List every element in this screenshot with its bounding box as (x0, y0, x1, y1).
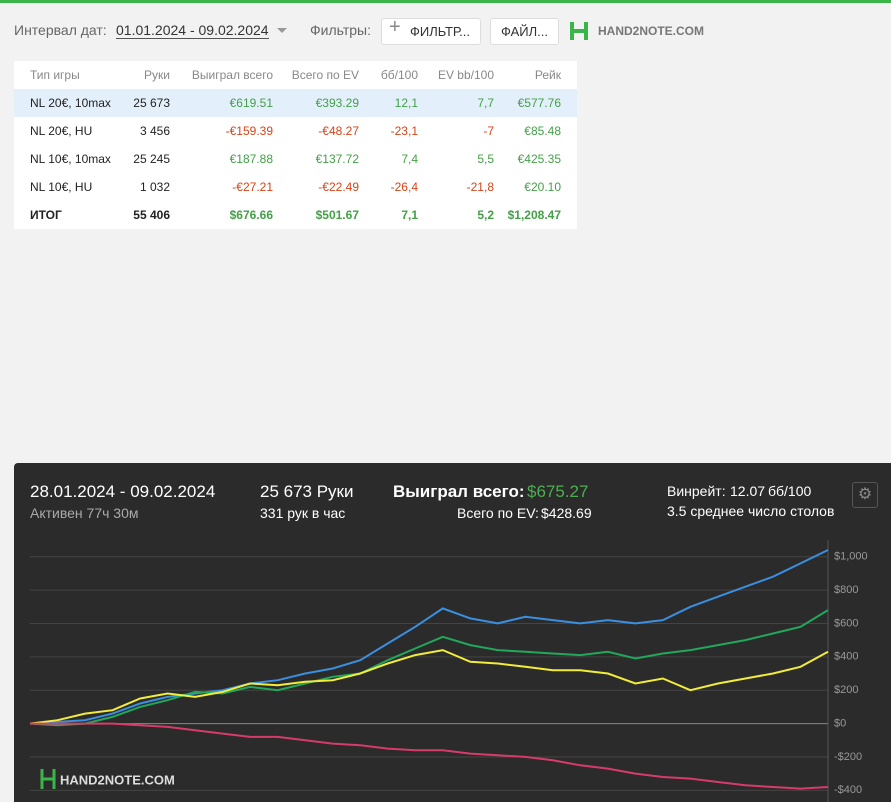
table-cell: $1,208.47 (507, 208, 561, 222)
column-header: Тип игры (30, 68, 80, 82)
column-header: Всего по EV (291, 68, 359, 82)
y-tick-label: $600 (834, 617, 858, 629)
table-cell: -€159.39 (225, 124, 273, 138)
column-header: Выиграл всего (191, 68, 273, 82)
table-cell: -€27.21 (232, 180, 273, 194)
winrate-label: Винрейт: (667, 483, 726, 499)
table-cell: -26,4 (390, 180, 418, 194)
column-header: бб/100 (380, 68, 418, 82)
won-value: $675.27 (527, 482, 589, 501)
file-button[interactable]: ФАЙЛ... (490, 18, 559, 45)
avg-tables: 3.5 среднее число столов (667, 503, 835, 519)
table-cell: 3 456 (139, 124, 170, 138)
table-cell: €393.29 (315, 96, 359, 110)
table-cell: $676.66 (229, 208, 273, 222)
table-cell: €85.48 (524, 124, 561, 138)
table-cell: 7,4 (401, 152, 418, 166)
logo: HAND2NOTE.COM (598, 24, 705, 38)
table-cell: €20.10 (524, 180, 561, 194)
won-label: Выиграл всего: (393, 482, 525, 501)
table-cell: NL 10€, 10max (30, 152, 111, 166)
table-cell: 7,1 (401, 208, 418, 222)
y-tick-label: $400 (834, 651, 858, 663)
table-cell: NL 10€, HU (30, 180, 93, 194)
y-tick-label: $800 (834, 584, 858, 596)
logo-icon (570, 22, 588, 40)
header-row: Тип игры Руки Выиграл всего Всего по EV бб/1… (14, 61, 577, 89)
table-cell: -€48.27 (318, 124, 359, 138)
table-cell: 1 032 (139, 180, 170, 194)
table-cell: -23,1 (390, 124, 418, 138)
table-cell: €137.72 (315, 152, 359, 166)
winrate-value: 12.07 (730, 483, 766, 499)
y-tick-label: -$200 (834, 751, 862, 763)
column-header: EV bb/100 (437, 68, 494, 82)
y-tick-label: $1,000 (834, 551, 868, 563)
table-cell: €619.51 (229, 96, 273, 110)
table-row: NL 20€, 10max 25 673 €619.51 €393.29 12,1 7,7… (14, 89, 577, 117)
plus-icon: + (389, 16, 401, 38)
table-row: NL 10€, 10max 25 245 €187.88 €137.72 7,4 5,5 €… (14, 145, 577, 173)
table-cell: -€22.49 (318, 180, 359, 194)
y-tick-label: -$400 (834, 784, 862, 796)
winrate-unit: бб/100 (768, 483, 812, 499)
table-cell: €187.88 (229, 152, 273, 166)
dropdown-arrow[interactable] (277, 28, 287, 38)
date-range[interactable]: 01.01.2024 - 09.02.2024 (116, 22, 269, 39)
column-header: Рейк (534, 68, 561, 82)
column-header: Руки (144, 68, 170, 82)
y-tick-label: $200 (834, 684, 858, 696)
table-row: NL 20€, HU 3 456 -€159.39 -€48.27 -23,1 -7 €85… (14, 117, 577, 145)
table-cell: -7 (483, 124, 494, 138)
graph: HAND2NOTE.COM -$400 -$200 $0 $200 $400 $600 $8… (29, 540, 868, 802)
graph-logo: HAND2NOTE.COM (60, 772, 175, 787)
profit-line (29, 649, 829, 725)
y-tick-label: $0 (834, 717, 846, 729)
graph-date: 28.01.2024 - 09.02.2024 (30, 482, 216, 501)
stats-table: Тип игры Руки Выиграл всего Всего по EV бб/1… (14, 61, 577, 229)
table-cell: 5,5 (477, 152, 494, 166)
graph-panel: 28.01.2024 - 09.02.2024 Активен 77ч 30м … (14, 463, 891, 802)
table-cell: 5,2 (477, 208, 494, 222)
table-cell: NL 20€, HU (30, 124, 93, 138)
table-row: ИТОГ 55 406 $676.66 $501.67 7,1 5,2 $1,208.47 (14, 201, 577, 229)
profit-line (30, 722, 829, 790)
table-cell: ИТОГ (30, 208, 62, 222)
filters-label: Фильтры: (310, 22, 371, 38)
ev-label: Всего по EV: (457, 505, 539, 521)
top-bar (0, 0, 891, 3)
table-cell: 25 673 (133, 96, 170, 110)
table-cell: 12,1 (394, 96, 418, 110)
table-cell: NL 20€, 10max (30, 96, 111, 110)
table-cell: $501.67 (315, 208, 359, 222)
settings-button[interactable]: ⚙ (852, 482, 878, 508)
table-cell: 55 406 (133, 208, 170, 222)
table-cell: -21,8 (466, 180, 494, 194)
ev-value: $428.69 (541, 505, 592, 521)
table-row: NL 10€, HU 1 032 -€27.21 -€22.49 -26,4 -21,8 €… (14, 173, 577, 201)
table-cell: €577.76 (517, 96, 561, 110)
table-cell: 7,7 (477, 96, 494, 110)
profit-line (29, 609, 829, 727)
filter-button[interactable]: ФИЛЬТР... (381, 18, 481, 45)
date-label: Интервал дат: (14, 22, 107, 38)
table-cell: 25 245 (133, 152, 170, 166)
table-cell: €425.35 (517, 152, 561, 166)
graph-logo-icon (40, 769, 56, 789)
profit-line (29, 549, 829, 725)
hands: 25 673 Руки (260, 482, 354, 501)
hands-per-hour: 331 рук в час (260, 505, 346, 521)
active-time: Активен 77ч 30м (30, 505, 139, 521)
